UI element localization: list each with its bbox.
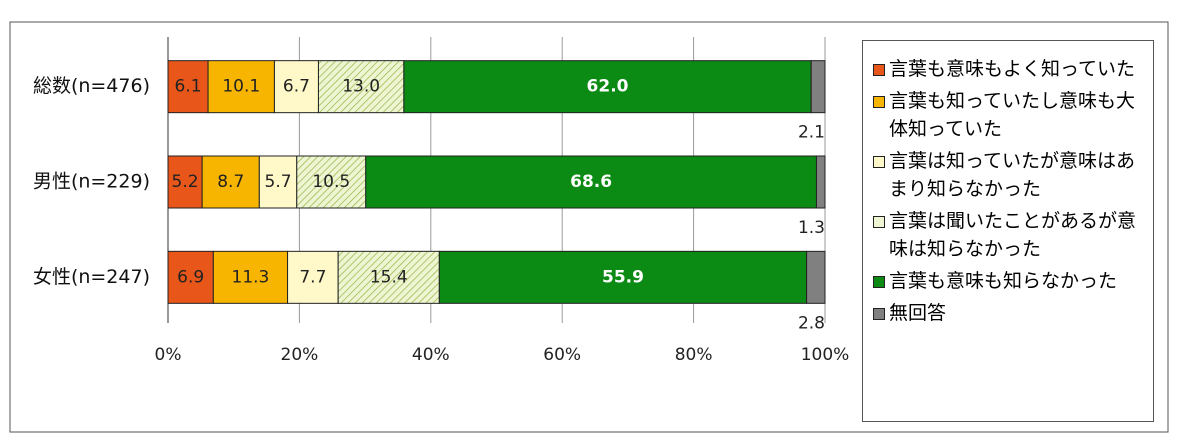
data-label: 15.4 (370, 267, 408, 287)
legend-item: 言葉も意味も知らなかった (873, 267, 1153, 295)
bar-segment (273, 60, 319, 114)
legend-swatch (873, 308, 885, 320)
legend-swatch (873, 216, 885, 228)
x-tick-label: 80% (675, 345, 713, 365)
bar-segment (317, 60, 405, 114)
bar-segment (201, 155, 260, 209)
data-label: 2.8 (798, 313, 825, 333)
legend-item: 言葉も知っていたし意味も大体知っていた (873, 87, 1153, 143)
data-label: 1.3 (798, 218, 825, 238)
bar-segment (403, 60, 812, 114)
legend-label: 言葉も意味もよく知っていた (889, 58, 1136, 80)
frame (9, 21, 1169, 433)
data-label: 13.0 (342, 77, 380, 97)
legend: 言葉も意味もよく知っていた言葉も知っていたし意味も大体知っていた 言葉は知っていた… (862, 40, 1154, 422)
category-label: 女性(n=247) (33, 266, 150, 288)
x-tick-label: 40% (412, 345, 450, 365)
data-label: 5.2 (172, 172, 199, 192)
legend-swatch (873, 276, 885, 288)
data-label: 10.1 (222, 77, 260, 97)
data-label: 62.0 (587, 77, 629, 97)
data-label: 68.6 (570, 172, 612, 192)
bar-segment (337, 250, 440, 304)
data-label: 7.7 (299, 267, 326, 287)
bar-segment (167, 60, 209, 114)
data-label: 2.1 (798, 123, 825, 143)
bar-segment (806, 250, 826, 304)
bar-segment (212, 250, 289, 304)
data-label: 10.5 (312, 172, 350, 192)
legend-item: 無回答 (873, 299, 1153, 327)
category-label: 男性(n=229) (33, 171, 150, 193)
data-label: 55.9 (602, 267, 644, 287)
data-label: 6.9 (177, 267, 204, 287)
legend-swatch (873, 64, 885, 76)
category-label: 総数(n=476) (33, 75, 150, 97)
legend-item: 言葉も意味もよく知っていた (873, 55, 1153, 83)
x-tick-label: 0% (155, 345, 182, 365)
legend-label: 言葉は知っていたが意味はあまり知らなかった (889, 150, 1136, 200)
x-tick-label: 60% (543, 345, 581, 365)
data-label: 6.1 (175, 77, 202, 97)
data-label: 11.3 (232, 267, 270, 287)
bar-segment (810, 60, 826, 114)
data-label: 6.7 (283, 77, 310, 97)
legend-label: 言葉も知っていたし意味も大体知っていた (889, 90, 1136, 140)
legend-swatch (873, 156, 885, 168)
data-label: 5.7 (265, 172, 292, 192)
x-tick-label: 100% (801, 345, 850, 365)
bar-segment (258, 155, 298, 209)
data-label: 8.7 (217, 172, 244, 192)
legend-label: 言葉は聞いたことがあるが意味は知らなかった (889, 210, 1137, 260)
legend-item: 言葉は知っていたが意味はあまり知らなかった (873, 147, 1153, 203)
bar-segment (438, 250, 808, 304)
bar-segment (296, 155, 367, 209)
x-tick-label: 20% (281, 345, 319, 365)
bar-segment (365, 155, 817, 209)
bar-segment (287, 250, 339, 304)
bar-segment (815, 155, 826, 209)
legend-label: 言葉も意味も知らなかった (889, 270, 1118, 292)
bar-segment (167, 155, 203, 209)
bar-segment (207, 60, 275, 114)
legend-swatch (873, 96, 885, 108)
legend-item: 言葉は聞いたことがあるが意味は知らなかった (873, 207, 1153, 263)
legend-label: 無回答 (889, 302, 947, 324)
